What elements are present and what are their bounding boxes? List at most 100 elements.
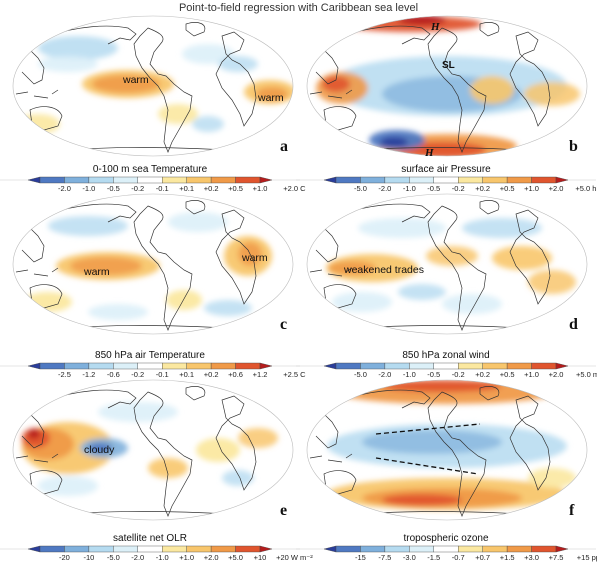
colorbar-tick-label: -7.5 bbox=[378, 553, 392, 562]
anomaly-region bbox=[218, 56, 258, 72]
anomaly-region bbox=[38, 56, 98, 72]
anomaly-region bbox=[528, 468, 576, 488]
anomaly-region bbox=[362, 430, 502, 454]
panel-letter-c: c bbox=[280, 316, 288, 333]
colorbar-bar bbox=[0, 545, 300, 553]
anomaly-region bbox=[182, 44, 234, 64]
coastline bbox=[479, 200, 500, 215]
colorbar-segment bbox=[235, 545, 261, 553]
anomaly-region bbox=[166, 290, 202, 310]
colorbar-title: surface air Pressure bbox=[401, 164, 491, 175]
anomaly-region bbox=[70, 257, 142, 275]
anomaly-region bbox=[426, 246, 478, 266]
colorbar-tick-label: -1.0 bbox=[82, 184, 96, 193]
annotation-cloudy: cloudy bbox=[84, 444, 115, 456]
coastline bbox=[215, 31, 257, 127]
dashed-line-south bbox=[375, 457, 479, 475]
colorbar-tick-label: +3.0 bbox=[524, 553, 539, 562]
colorbar-arrow-left bbox=[27, 362, 41, 370]
colorbar-tick-label: +1.0 bbox=[524, 370, 539, 379]
anomaly-region bbox=[492, 246, 552, 270]
colorbar-arrow-left bbox=[323, 545, 337, 553]
panel-letter-a: a bbox=[280, 138, 288, 155]
anomaly-region bbox=[382, 494, 462, 506]
colorbar-tick-label: -0.2 bbox=[131, 370, 145, 379]
colorbar-tick-label: -5.0 bbox=[353, 370, 367, 379]
colorbar-segment bbox=[210, 545, 236, 553]
colorbar-segment bbox=[162, 545, 187, 553]
map-outline bbox=[306, 379, 588, 521]
colorbar-tick-label: -20 bbox=[59, 553, 70, 562]
colorbar-bar bbox=[296, 362, 596, 370]
colorbar-segment bbox=[335, 176, 361, 184]
colorbar-segment bbox=[235, 362, 261, 370]
coastline bbox=[479, 386, 500, 401]
panel-d: weakened trades d bbox=[302, 192, 594, 342]
colorbar-tick-label: +0.2 bbox=[203, 370, 219, 379]
colorbar-segment bbox=[64, 545, 90, 553]
figure-title: Point-to-field regression with Caribbean… bbox=[178, 2, 419, 14]
colorbar-segment bbox=[458, 176, 483, 184]
colorbar-bar bbox=[0, 176, 300, 184]
colorbar-segment bbox=[506, 362, 532, 370]
colorbar-tick-label: -2.0 bbox=[57, 184, 71, 193]
colorbar-segment bbox=[360, 545, 386, 553]
coastline bbox=[509, 395, 551, 491]
colorbar-tick-label: -5.0 bbox=[106, 553, 120, 562]
colorbar-net-olr: satellite net OLR -20 -10 -5.0 -2.0 -1.0 +1.0… bbox=[0, 533, 313, 563]
colorbar-segment bbox=[113, 362, 138, 370]
colorbar-segment bbox=[64, 362, 90, 370]
colorbar-tick-label: +1.0 bbox=[252, 184, 268, 193]
colorbar-segment bbox=[113, 545, 138, 553]
colorbar-segment bbox=[137, 362, 163, 370]
map-outline bbox=[12, 15, 294, 157]
colorbar-title: 850 hPa zonal wind bbox=[402, 350, 490, 361]
coastline bbox=[309, 89, 353, 99]
colorbar-segment bbox=[210, 176, 236, 184]
coastline bbox=[323, 284, 357, 309]
colorbar-tick-label: +5.0 m/s bbox=[575, 370, 597, 379]
panel-letter-d: d bbox=[569, 316, 578, 333]
colorbar-tick-label: -2.0 bbox=[378, 370, 392, 379]
colorbar-tick-label: +0.7 bbox=[475, 553, 491, 562]
colorbar-tick-label: -1.5 bbox=[427, 553, 441, 562]
anomaly-region bbox=[398, 142, 486, 156]
colorbar-tick-label: -15 bbox=[355, 553, 366, 562]
anomaly-region bbox=[238, 428, 278, 448]
colorbar-segment bbox=[39, 362, 65, 370]
colorbar-tick-label: -0.5 bbox=[106, 184, 120, 193]
colorbar-tick-label: +0.5 bbox=[228, 184, 243, 193]
anomaly-region bbox=[380, 137, 408, 147]
colorbar-segment bbox=[458, 545, 483, 553]
map-surface-pressure bbox=[306, 15, 588, 157]
colorbar-segment bbox=[531, 176, 557, 184]
colorbar-segment bbox=[88, 545, 114, 553]
map-outline bbox=[306, 193, 588, 335]
colorbar-arrow-left bbox=[323, 176, 337, 184]
anomaly-region bbox=[442, 294, 502, 314]
colorbar-segment bbox=[39, 545, 65, 553]
anomaly-region bbox=[38, 476, 98, 496]
anomaly-region bbox=[358, 218, 446, 238]
colorbar-tick-label: +0.5 bbox=[499, 370, 515, 379]
colorbar-tick-label: -0.2 bbox=[451, 370, 465, 379]
anomaly-region bbox=[158, 104, 198, 124]
colorbar-850hpa-air-temperature: 850 hPa air Temperature -2.5 -1.2 -0.6 -0.2… bbox=[0, 350, 306, 379]
colorbar-segment bbox=[482, 362, 508, 370]
coastline bbox=[509, 31, 551, 127]
colorbar-sea-temperature: 0-100 m sea Temperature -2.0 -1.0 -0.5 -0.2… bbox=[0, 164, 306, 193]
colorbar-segment bbox=[335, 362, 361, 370]
colorbar-segment bbox=[210, 362, 236, 370]
colorbar-tick-label: -1.0 bbox=[155, 553, 169, 562]
coastline bbox=[323, 106, 357, 131]
colorbar-tick-label: +10 bbox=[253, 553, 267, 562]
colorbar-tick-label: -0.6 bbox=[106, 370, 120, 379]
colorbar-segment bbox=[482, 545, 508, 553]
colorbar-title: 0-100 m sea Temperature bbox=[92, 164, 208, 175]
colorbar-title: satellite net OLR bbox=[113, 533, 187, 544]
colorbar-segment bbox=[88, 362, 114, 370]
colorbar-segment bbox=[384, 176, 410, 184]
colorbar-tick-label: +2.0 bbox=[548, 370, 564, 379]
anomaly-region bbox=[332, 292, 392, 312]
colorbar-arrow-left bbox=[27, 176, 41, 184]
